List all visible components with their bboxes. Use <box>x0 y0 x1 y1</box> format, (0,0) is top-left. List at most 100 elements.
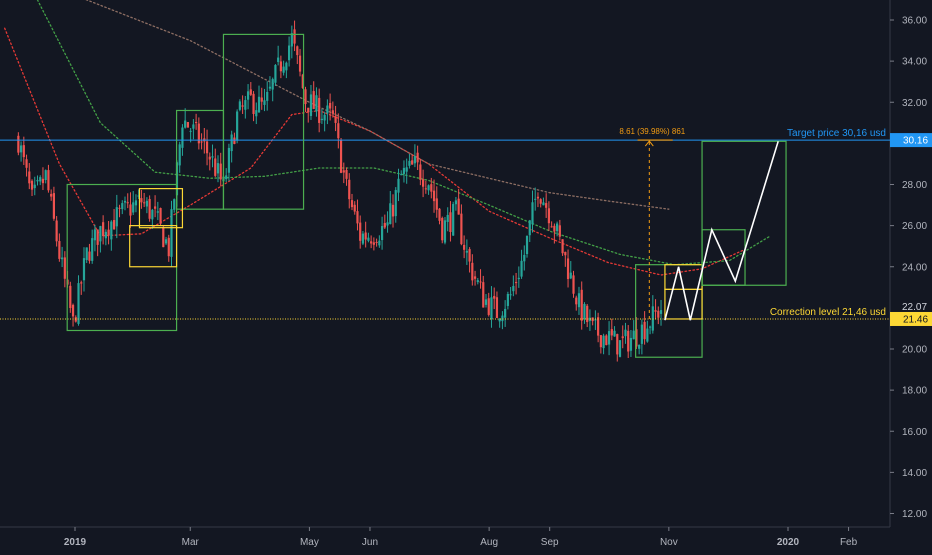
candle-body <box>337 123 340 139</box>
candle <box>501 311 504 330</box>
candle <box>307 107 310 123</box>
candle-body <box>107 229 110 236</box>
candle-body <box>186 122 190 128</box>
candle-body <box>520 260 523 277</box>
candle-body <box>307 107 310 113</box>
candle <box>287 36 291 67</box>
candle <box>471 254 474 286</box>
candle-body <box>654 310 657 312</box>
candle <box>30 179 34 196</box>
candle-body <box>364 232 367 240</box>
candle-body <box>372 242 375 245</box>
candle-body <box>22 145 25 158</box>
candle-body <box>162 226 165 248</box>
candle-body <box>501 315 504 322</box>
candle-body <box>397 178 400 193</box>
candle-body <box>148 198 151 219</box>
candle <box>460 204 463 246</box>
candle <box>233 132 236 145</box>
candle-body <box>432 190 436 202</box>
target-label: Target price 30,16 usd <box>787 128 886 139</box>
candle-body <box>575 297 578 305</box>
candle <box>364 221 367 248</box>
candle-body <box>624 329 627 337</box>
candle <box>588 309 592 331</box>
candle-body <box>659 310 663 314</box>
candle <box>441 216 444 244</box>
candle-body <box>181 127 184 148</box>
candle-body <box>205 141 209 154</box>
candle <box>580 281 583 330</box>
candle-body <box>460 213 463 245</box>
candle <box>301 73 304 89</box>
y-tick-label: 22.07 <box>902 302 927 313</box>
candle-body <box>618 340 622 357</box>
y-tick-label: 14.00 <box>902 468 927 479</box>
candle <box>279 55 282 79</box>
candle <box>438 208 441 225</box>
candle-body <box>356 211 359 224</box>
candle-body <box>30 180 34 190</box>
candle-body <box>597 317 600 336</box>
x-tick-label: Sep <box>541 537 559 548</box>
candle-body <box>657 310 660 318</box>
green-range-box <box>222 33 305 210</box>
candle <box>473 270 477 286</box>
candle-body <box>635 329 638 347</box>
candle-body <box>400 174 403 176</box>
candle-body <box>50 193 53 197</box>
candle <box>616 333 619 362</box>
candle-body <box>96 229 99 245</box>
candle <box>134 194 138 213</box>
candle-body <box>241 105 244 107</box>
candle-body <box>643 321 646 340</box>
candle <box>296 45 299 65</box>
x-tick-label: 2020 <box>777 537 800 548</box>
candle <box>266 81 269 111</box>
candle-body <box>143 202 146 204</box>
candle-body <box>353 204 356 212</box>
candle <box>621 325 624 349</box>
candle <box>443 216 447 245</box>
candle <box>607 321 611 356</box>
candle <box>71 303 75 327</box>
candle <box>143 192 146 208</box>
x-tick-label: Mar <box>182 537 200 548</box>
candle-body <box>55 220 58 242</box>
candle-body <box>260 97 263 102</box>
candle-body <box>334 116 337 123</box>
candle-body <box>85 247 88 260</box>
candle-body <box>422 179 425 187</box>
candle-body <box>427 185 430 191</box>
candle <box>88 243 91 264</box>
candle-body <box>610 329 613 336</box>
candle-body <box>517 277 520 280</box>
candle-body <box>156 211 159 213</box>
candle-body <box>457 198 460 215</box>
candle <box>96 229 99 257</box>
candle-body <box>99 226 102 242</box>
candle <box>618 340 622 358</box>
candle-body <box>607 331 611 345</box>
candle-body <box>588 317 592 321</box>
candle-body <box>386 222 389 226</box>
candle <box>77 275 80 326</box>
candle <box>484 293 488 308</box>
candle <box>572 270 575 298</box>
candle <box>375 238 378 247</box>
candle-body <box>627 330 630 352</box>
candle-body <box>523 254 526 262</box>
candle <box>575 295 578 311</box>
candle <box>219 152 222 187</box>
candle <box>629 330 633 357</box>
target-axis-badge <box>890 133 932 148</box>
candle <box>52 186 56 221</box>
candle-body <box>586 305 589 323</box>
candle <box>468 247 471 273</box>
candle <box>211 144 214 168</box>
candle-body <box>629 337 633 351</box>
candle-body <box>621 336 624 339</box>
candle-body <box>268 86 272 89</box>
